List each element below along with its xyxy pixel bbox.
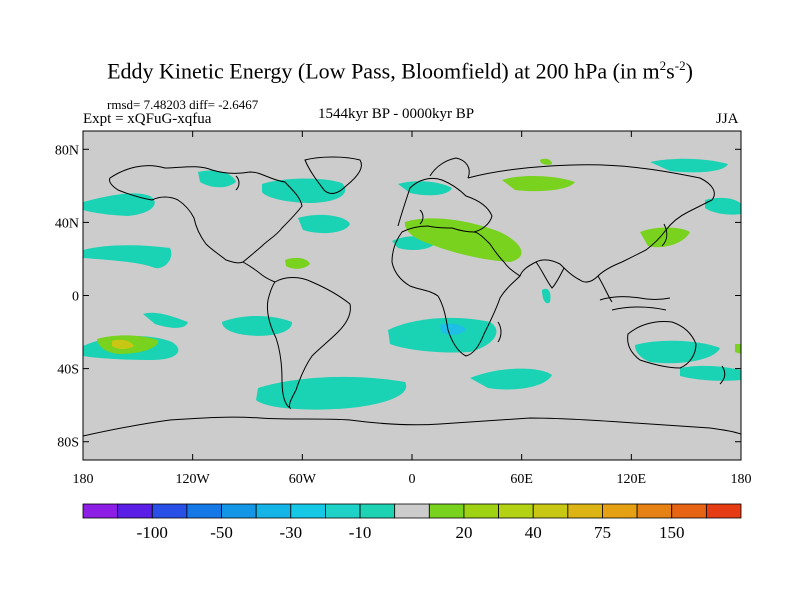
colorbar-box bbox=[671, 503, 707, 519]
anomaly-region bbox=[112, 339, 134, 349]
lon-tick-label: 60E bbox=[510, 472, 533, 487]
anomaly-region bbox=[298, 214, 350, 234]
colorbar-box bbox=[463, 503, 499, 519]
anomaly-layer bbox=[83, 158, 741, 410]
colorbar-box bbox=[359, 503, 396, 519]
colorbar-box bbox=[428, 503, 465, 519]
colorbar-box bbox=[602, 503, 638, 519]
coastline bbox=[719, 365, 726, 385]
anomaly-region bbox=[640, 227, 690, 248]
anomaly-region bbox=[398, 181, 452, 196]
anomaly-region bbox=[222, 316, 293, 336]
colorbar-box bbox=[325, 503, 361, 519]
anomaly-region bbox=[83, 193, 155, 216]
lon-tick-label: 120W bbox=[176, 472, 211, 487]
anomaly-region bbox=[635, 340, 720, 364]
colorbar-box bbox=[221, 503, 257, 519]
coastline bbox=[627, 321, 697, 369]
colorbar-label: 20 bbox=[455, 523, 472, 542]
anomaly-region bbox=[198, 170, 236, 188]
anomaly-region bbox=[262, 178, 346, 203]
lat-tick-label: 80S bbox=[57, 436, 79, 451]
anomaly-region bbox=[83, 245, 172, 269]
colorbar-label: -50 bbox=[210, 523, 233, 542]
lon-tick-label: 0 bbox=[409, 472, 416, 487]
colorbar-box bbox=[290, 503, 326, 519]
period-label: 1544kyr BP - 0000kyr BP bbox=[318, 106, 475, 122]
colorbar-box bbox=[394, 503, 430, 519]
lat-tick-label: 0 bbox=[72, 290, 79, 305]
anomaly-region bbox=[650, 158, 728, 173]
title-sup-1: 2 bbox=[659, 58, 667, 73]
coastline bbox=[497, 321, 502, 343]
anomaly-region bbox=[143, 312, 188, 328]
colorbar-label: -30 bbox=[279, 523, 302, 542]
anomaly-region bbox=[404, 218, 522, 262]
stats-label: rmsd= 7.48203 diff= -2.6467 bbox=[107, 97, 259, 112]
colorbar-box bbox=[532, 503, 569, 519]
anomaly-region bbox=[680, 365, 741, 381]
anomaly-region bbox=[542, 288, 551, 304]
anomaly-region bbox=[285, 257, 310, 269]
anomaly-region bbox=[735, 344, 741, 354]
anomaly-region bbox=[540, 158, 552, 165]
lon-tick-label: 180 bbox=[73, 472, 94, 487]
colorbar-label: 75 bbox=[594, 523, 611, 542]
anomaly-region bbox=[705, 197, 741, 215]
anomaly-region bbox=[256, 376, 407, 410]
coastline bbox=[597, 275, 613, 303]
coastline bbox=[391, 177, 521, 357]
colorbar-box bbox=[705, 503, 742, 519]
coastline bbox=[611, 306, 667, 311]
title-end: ) bbox=[685, 58, 693, 84]
lat-tick-label: 40S bbox=[57, 363, 79, 378]
coastline bbox=[429, 157, 470, 179]
experiment-label: Expt = xQFuG-xqfua bbox=[83, 111, 212, 127]
colorbar-box bbox=[636, 503, 673, 519]
colorbar-box bbox=[255, 503, 292, 519]
colorbar-label: -10 bbox=[349, 523, 372, 542]
lat-tick-label: 80N bbox=[55, 143, 79, 158]
colorbar-box bbox=[117, 503, 153, 519]
anomaly-region bbox=[388, 317, 497, 353]
coastline bbox=[242, 261, 276, 283]
coastline bbox=[304, 156, 362, 194]
coastline bbox=[419, 209, 424, 225]
axis-ticks: 80N 40N 0 40S 80S 180 120W 60W 0 60E 120E 180 bbox=[55, 131, 752, 487]
coastline bbox=[467, 164, 715, 283]
anomaly-region bbox=[440, 323, 466, 335]
colorbar-box bbox=[186, 503, 222, 519]
coastline bbox=[235, 175, 240, 191]
colorbar-box bbox=[151, 503, 188, 519]
map-title: Eddy Kinetic Energy (Low Pass, Bloomfiel… bbox=[0, 58, 800, 84]
coastline bbox=[83, 416, 741, 437]
lon-tick-label: 180 bbox=[731, 472, 752, 487]
anomaly-region bbox=[470, 368, 552, 390]
coastline-layer bbox=[83, 156, 741, 437]
lon-tick-label: 120E bbox=[617, 472, 647, 487]
anomaly-region bbox=[502, 176, 575, 192]
coastline bbox=[267, 277, 351, 410]
coastline bbox=[109, 165, 303, 264]
colorbar-box bbox=[82, 503, 119, 519]
lat-tick-label: 40N bbox=[55, 216, 79, 231]
title-mid: s bbox=[666, 58, 675, 84]
lon-tick-label: 60W bbox=[289, 472, 317, 487]
colorbar-box bbox=[498, 503, 534, 519]
coastline bbox=[661, 223, 668, 247]
coastline bbox=[535, 261, 565, 289]
title-sup-2: -2 bbox=[674, 58, 686, 73]
title-main: Eddy Kinetic Energy (Low Pass, Bloomfiel… bbox=[107, 58, 660, 84]
season-label: JJA bbox=[716, 111, 739, 127]
colorbar-label: 150 bbox=[659, 523, 685, 542]
colorbar-label: -100 bbox=[137, 523, 168, 542]
colorbar-box bbox=[567, 503, 603, 519]
colorbar: -100 -50 -30 -10 20 40 75 150 bbox=[82, 503, 742, 542]
coastline bbox=[599, 296, 671, 301]
plot-background bbox=[83, 131, 741, 460]
colorbar-label: 40 bbox=[525, 523, 542, 542]
